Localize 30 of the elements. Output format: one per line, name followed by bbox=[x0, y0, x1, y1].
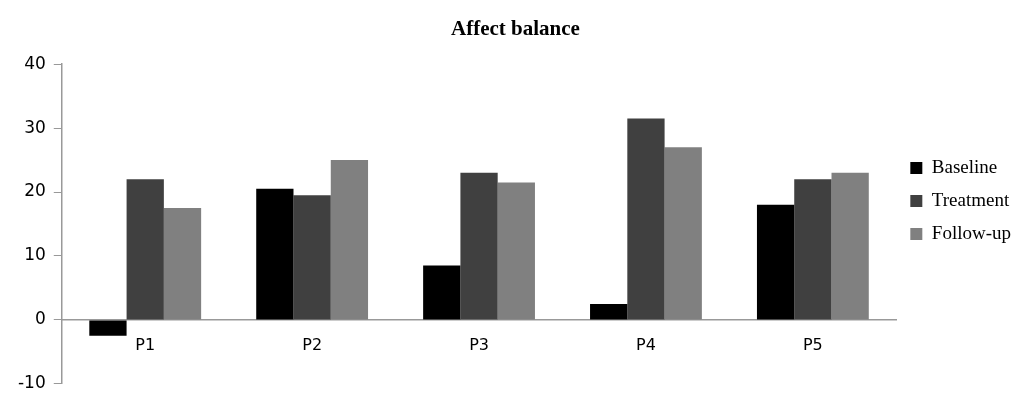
legend-label: Treatment bbox=[931, 188, 1010, 210]
bar bbox=[163, 208, 202, 320]
x-tick-label: P2 bbox=[302, 334, 323, 354]
x-tick-label: P5 bbox=[802, 334, 823, 354]
bar bbox=[330, 160, 369, 320]
bar bbox=[590, 303, 628, 320]
x-tick-label: P1 bbox=[135, 334, 156, 354]
y-tick-label: 20 bbox=[24, 180, 46, 201]
bar bbox=[756, 204, 795, 320]
y-tick-label: 10 bbox=[24, 244, 46, 265]
bar bbox=[627, 118, 665, 320]
y-tick-label: 0 bbox=[34, 308, 46, 329]
bar bbox=[89, 320, 127, 336]
y-tick-label: -10 bbox=[17, 372, 46, 393]
bar bbox=[460, 172, 498, 320]
bar bbox=[831, 172, 869, 320]
bar bbox=[293, 195, 331, 320]
bar bbox=[423, 265, 461, 320]
bar bbox=[497, 182, 535, 320]
bar bbox=[256, 188, 294, 320]
legend-label: Follow-up bbox=[931, 221, 1012, 243]
y-tick-label: 40 bbox=[24, 52, 46, 73]
bar bbox=[794, 179, 832, 320]
bar bbox=[664, 147, 702, 320]
x-tick-label: P4 bbox=[636, 334, 656, 354]
legend-label: Baseline bbox=[931, 155, 998, 177]
x-tick-label: P3 bbox=[469, 334, 489, 354]
chart-title: Affect balance bbox=[451, 16, 580, 41]
y-tick-label: 30 bbox=[24, 116, 46, 137]
bar bbox=[126, 179, 164, 320]
